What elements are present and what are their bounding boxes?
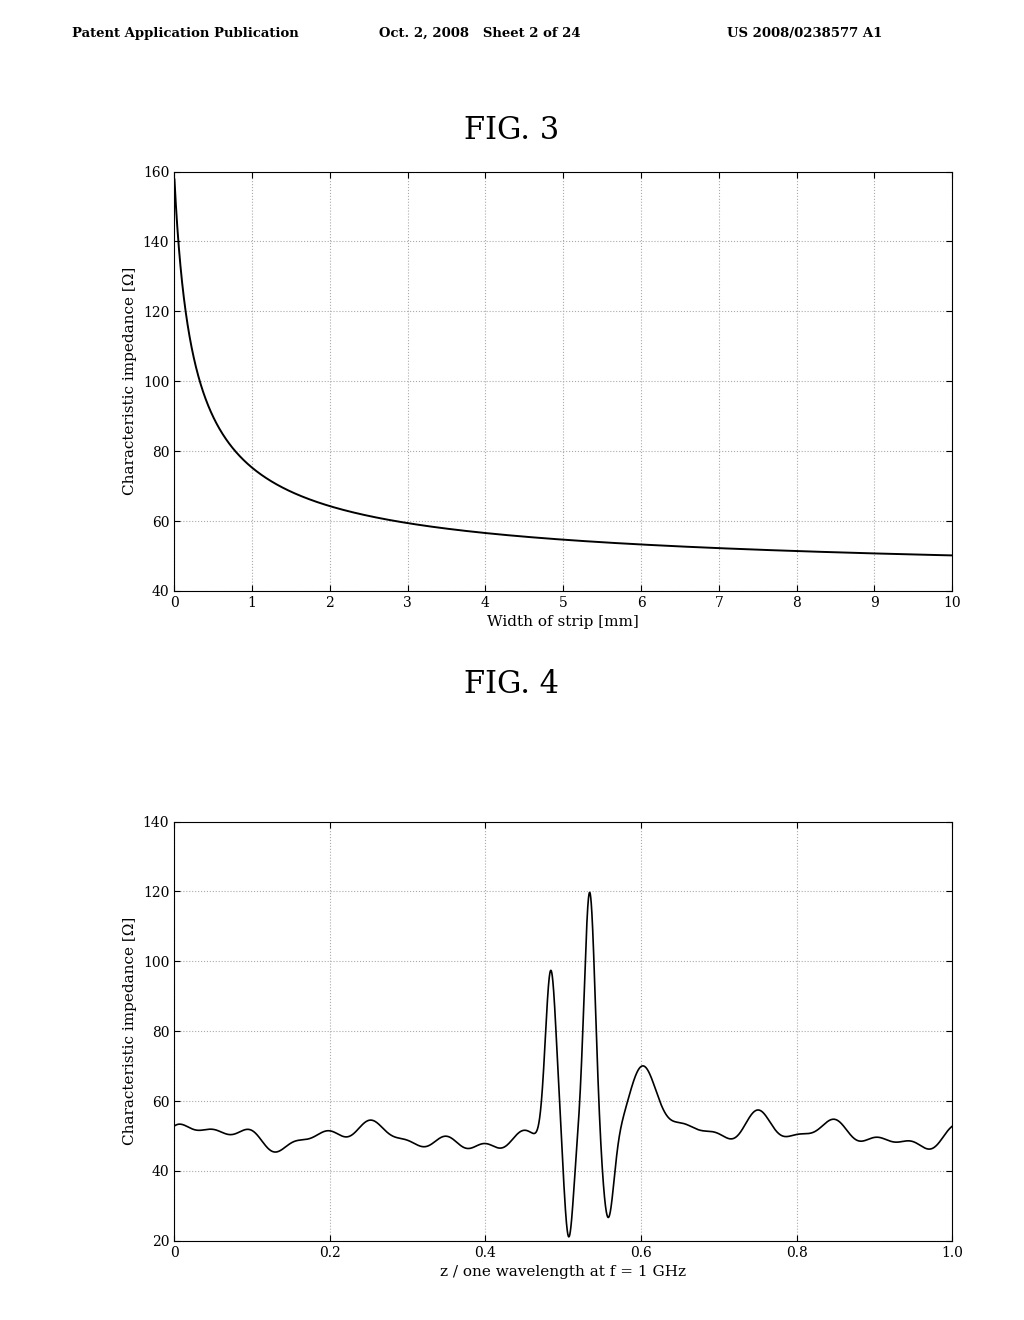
X-axis label: Width of strip [mm]: Width of strip [mm] <box>487 615 639 630</box>
Text: FIG. 3: FIG. 3 <box>464 115 560 145</box>
Y-axis label: Characteristic impedance [Ω]: Characteristic impedance [Ω] <box>123 917 137 1146</box>
Text: Patent Application Publication: Patent Application Publication <box>72 26 298 40</box>
Text: Oct. 2, 2008   Sheet 2 of 24: Oct. 2, 2008 Sheet 2 of 24 <box>379 26 581 40</box>
X-axis label: z / one wavelength at f = 1 GHz: z / one wavelength at f = 1 GHz <box>440 1265 686 1279</box>
Text: FIG. 4: FIG. 4 <box>465 669 559 700</box>
Y-axis label: Characteristic impedance [Ω]: Characteristic impedance [Ω] <box>123 267 137 495</box>
Text: US 2008/0238577 A1: US 2008/0238577 A1 <box>727 26 883 40</box>
